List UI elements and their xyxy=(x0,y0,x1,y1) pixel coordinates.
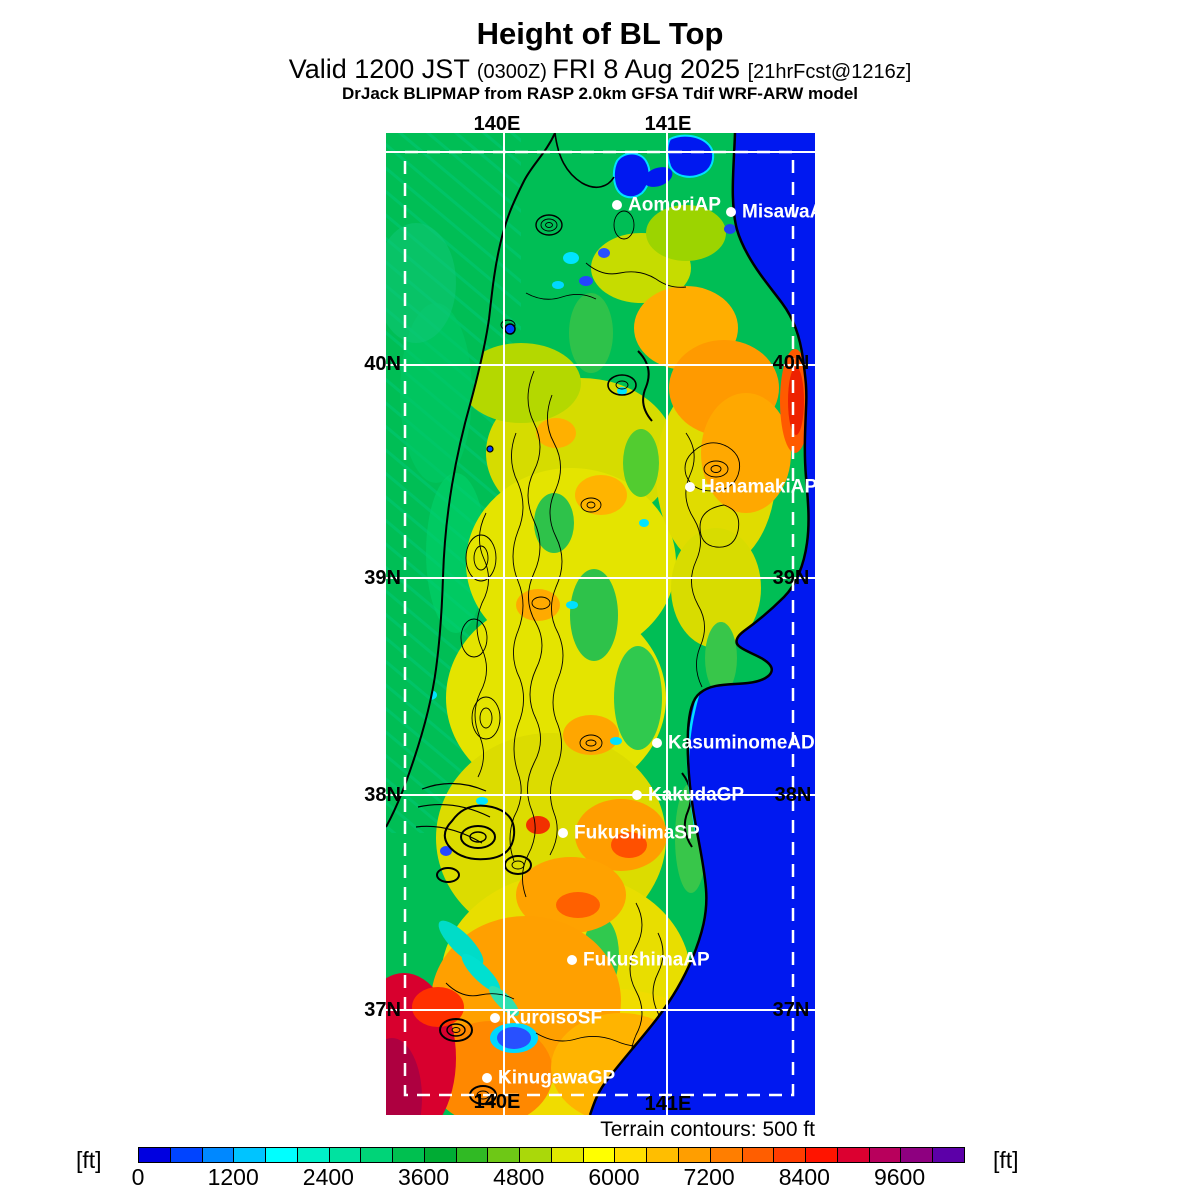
station-label: AomoriAP xyxy=(628,194,721,216)
grid-label-right-38n: 38N xyxy=(774,784,812,806)
colorbar-segment-10 xyxy=(456,1148,489,1162)
colorbar-segment-6 xyxy=(329,1148,362,1162)
grid-label-left-40n: 40N xyxy=(364,353,401,375)
colorbar-segment-18 xyxy=(710,1148,743,1162)
colorbar-segment-15 xyxy=(615,1148,648,1162)
valid-time-line: Valid 1200 JST (0300Z) FRI 8 Aug 2025 [2… xyxy=(0,54,1200,85)
station-dot xyxy=(685,482,695,492)
domain-boundary xyxy=(403,150,795,1097)
colorbar-segment-1 xyxy=(170,1148,203,1162)
colorbar-tick-7200: 7200 xyxy=(683,1164,735,1190)
station-dot xyxy=(632,790,642,800)
valid-line-part: (0300Z) xyxy=(476,61,553,83)
grid-label-left-37n: 37N xyxy=(364,999,401,1021)
grid-label-left-39n: 39N xyxy=(364,567,401,589)
colorbar-tick-2400: 2400 xyxy=(302,1164,354,1190)
station-dot xyxy=(612,200,622,210)
colorbar-unit-right: [ft] xyxy=(993,1147,1019,1173)
colorbar-segment-24 xyxy=(901,1148,934,1162)
colorbar-segment-3 xyxy=(234,1148,267,1162)
colorbar-segment-0 xyxy=(139,1148,171,1162)
colorbar-segment-25 xyxy=(933,1148,964,1162)
terrain-contour-note: Terrain contours: 500 ft xyxy=(600,1118,815,1141)
colorbar-tick-1200: 1200 xyxy=(207,1164,259,1190)
forecast-map xyxy=(386,133,815,1115)
station-label: HanamakiAP xyxy=(701,476,818,498)
colorbar-segment-16 xyxy=(647,1148,680,1162)
station-label: KakudaGP xyxy=(648,784,745,806)
station-dot xyxy=(726,207,736,217)
station-label: FukushimaAP xyxy=(583,949,710,971)
station-label: KinugawaGP xyxy=(498,1067,616,1089)
colorbar-segment-5 xyxy=(297,1148,330,1162)
grid-label-bottom-141e: 141E xyxy=(644,1093,692,1115)
colorbar-segment-12 xyxy=(520,1148,552,1162)
colorbar-segment-2 xyxy=(202,1148,235,1162)
station-dot xyxy=(558,828,568,838)
colorbar-segment-23 xyxy=(869,1148,902,1162)
colorbar-tick-4800: 4800 xyxy=(493,1164,545,1190)
grid-label-right-37n: 37N xyxy=(772,999,810,1021)
station-dot xyxy=(567,955,577,965)
grid-label-right-40n: 40N xyxy=(772,352,810,374)
station-label: KasuminomeAD xyxy=(668,732,815,754)
grid-label-right-39n: 39N xyxy=(772,567,810,589)
valid-line-part: FRI 8 Aug 2025 xyxy=(552,54,748,84)
land-patches xyxy=(386,205,810,1115)
colorbar-unit-left: [ft] xyxy=(76,1147,102,1173)
colorbar-tick-labels: 0 1200 2400 3600 4800 6000 7200 8400 9600 xyxy=(132,1164,965,1193)
colorbar-segment-9 xyxy=(424,1148,457,1162)
colorbar-tick-9600: 9600 xyxy=(873,1164,926,1190)
grid-label-left-38n: 38N xyxy=(364,784,401,806)
valid-line-part: Valid 1200 JST xyxy=(288,54,477,84)
colorbar-segment-11 xyxy=(488,1148,521,1162)
colorbar-segment-20 xyxy=(774,1148,807,1162)
colorbar-tick-8400: 8400 xyxy=(778,1164,830,1190)
colorbar-segment-21 xyxy=(806,1148,838,1162)
station-dot xyxy=(490,1013,500,1023)
colorbar-segment-17 xyxy=(679,1148,711,1162)
grid-label-top-141e: 141E xyxy=(644,113,692,135)
station-label: FukushimaSP xyxy=(574,822,700,844)
colorbar-tick-3600: 3600 xyxy=(397,1164,450,1190)
station-label: KuroisoSF xyxy=(506,1007,603,1029)
model-info-line: DrJack BLIPMAP from RASP 2.0km GFSA Tdif… xyxy=(341,84,859,103)
colorbar-tick-0: 0 xyxy=(131,1164,145,1190)
colorbar-segment-19 xyxy=(742,1148,775,1162)
station-dot xyxy=(482,1073,492,1083)
page-title: Height of BL Top xyxy=(476,16,724,51)
colorbar-segment-22 xyxy=(837,1148,870,1162)
colorbar-segment-7 xyxy=(361,1148,394,1162)
station-label: MisawaAD xyxy=(742,201,838,223)
terrain-contours xyxy=(415,210,741,1115)
colorbar-segment-4 xyxy=(266,1148,298,1162)
grid-label-bottom-140e: 140E xyxy=(473,1091,521,1113)
grid-label-top-140e: 140E xyxy=(473,113,521,135)
station-dot xyxy=(652,738,662,748)
colorbar-segment-8 xyxy=(393,1148,425,1162)
map-art xyxy=(386,133,815,1115)
colorbar-tick-6000: 6000 xyxy=(588,1164,640,1190)
valid-line-part: [21hrFcst@1216z] xyxy=(747,61,912,83)
colorbar-segment-14 xyxy=(583,1148,616,1162)
colorbar xyxy=(138,1147,965,1163)
colorbar-segment-13 xyxy=(551,1148,584,1162)
